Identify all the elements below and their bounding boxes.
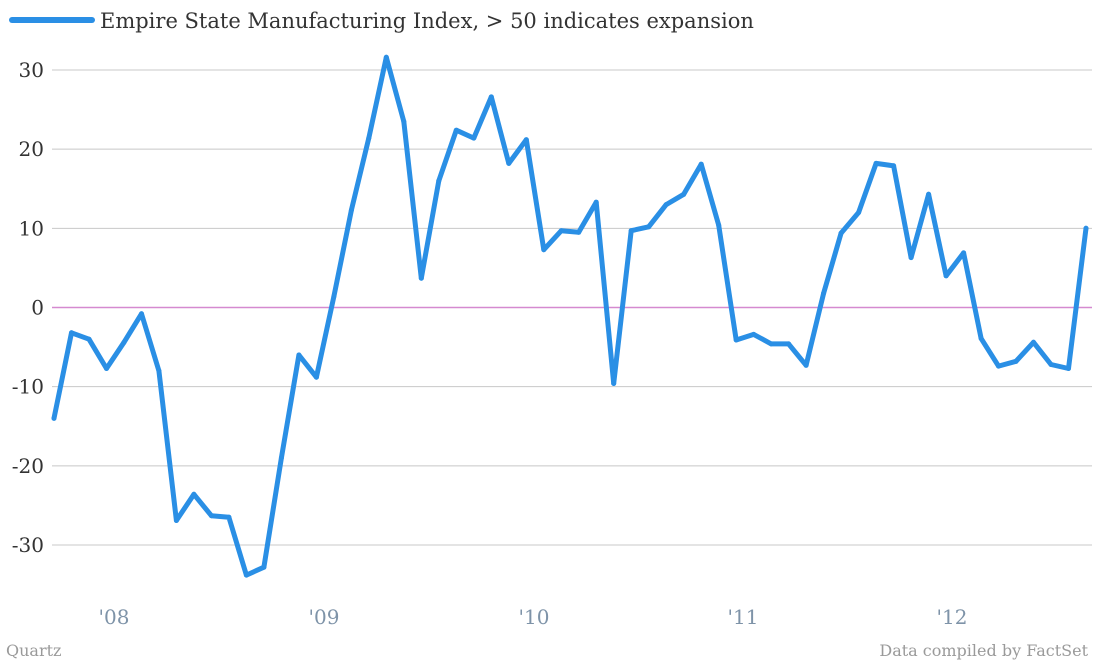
data-point — [139, 311, 144, 317]
data-point — [768, 341, 774, 347]
data-point — [576, 229, 582, 235]
x-tick-label: '11 — [728, 605, 759, 629]
data-point — [506, 160, 512, 166]
data-point — [453, 127, 459, 133]
y-axis: 30 20 10 0 -10 -20 -30 — [12, 58, 44, 557]
data-point — [348, 207, 354, 213]
x-tick-label: '10 — [519, 605, 550, 629]
data-point — [383, 54, 389, 60]
data-points — [51, 54, 1089, 578]
y-tick-label: 0 — [31, 296, 44, 320]
data-point — [51, 415, 57, 421]
data-point — [523, 137, 529, 143]
data-point — [541, 247, 547, 253]
data-point — [156, 368, 162, 374]
y-tick-label: 10 — [19, 216, 44, 240]
data-point — [208, 513, 214, 519]
data-point — [873, 160, 879, 166]
data-point — [628, 228, 634, 234]
data-point — [961, 250, 967, 256]
data-point — [436, 178, 442, 184]
y-tick-label: 20 — [19, 137, 44, 161]
data-point — [663, 202, 669, 208]
series-line — [51, 54, 1089, 578]
legend: Empire State Manufacturing Index, > 50 i… — [9, 9, 754, 33]
data-point — [243, 572, 249, 578]
data-point — [69, 330, 74, 336]
data-point — [593, 199, 599, 205]
data-point — [313, 374, 319, 380]
data-point — [331, 293, 337, 299]
data-point — [1066, 366, 1071, 371]
data-point — [821, 290, 827, 296]
y-tick-label: -30 — [12, 533, 44, 557]
data-point — [681, 191, 687, 197]
data-point — [1083, 225, 1089, 231]
data-point — [996, 363, 1001, 369]
data-point — [418, 275, 424, 281]
data-point — [751, 331, 757, 337]
data-point — [926, 191, 932, 197]
data-point — [611, 381, 617, 386]
y-tick-label: 30 — [19, 58, 44, 82]
legend-label: Empire State Manufacturing Index, > 50 i… — [100, 9, 754, 33]
data-point — [261, 564, 267, 570]
source-label: Quartz — [6, 641, 61, 660]
credit-label: Data compiled by FactSet — [879, 641, 1088, 660]
data-point — [698, 161, 704, 167]
data-point — [226, 514, 232, 520]
data-point — [978, 335, 984, 341]
x-tick-label: '09 — [309, 605, 340, 629]
data-point — [908, 255, 914, 261]
data-point — [646, 224, 652, 230]
data-point — [716, 222, 722, 228]
data-point — [803, 362, 809, 368]
x-tick-label: '08 — [99, 605, 130, 629]
data-point — [1013, 358, 1019, 364]
y-tick-label: -10 — [12, 375, 44, 399]
data-point — [943, 273, 949, 279]
data-point — [891, 163, 897, 169]
x-tick-label: '12 — [937, 605, 968, 629]
data-point — [733, 337, 739, 343]
data-point — [296, 352, 302, 358]
data-point — [1048, 362, 1054, 367]
y-tick-label: -20 — [12, 454, 44, 478]
data-point — [838, 230, 844, 236]
data-point — [191, 491, 197, 497]
data-point — [471, 135, 477, 141]
grid — [52, 69, 1092, 546]
data-point — [786, 341, 792, 347]
data-point — [173, 518, 179, 523]
data-point — [401, 119, 407, 124]
data-point — [488, 94, 494, 100]
data-point — [558, 228, 564, 234]
data-point — [278, 455, 284, 461]
data-point — [86, 336, 92, 342]
data-point — [121, 339, 127, 345]
data-point — [1031, 339, 1036, 345]
data-point — [856, 210, 862, 215]
data-point — [104, 366, 109, 371]
x-axis: '08 '09 '10 '11 '12 — [99, 605, 968, 629]
data-point — [366, 135, 372, 141]
